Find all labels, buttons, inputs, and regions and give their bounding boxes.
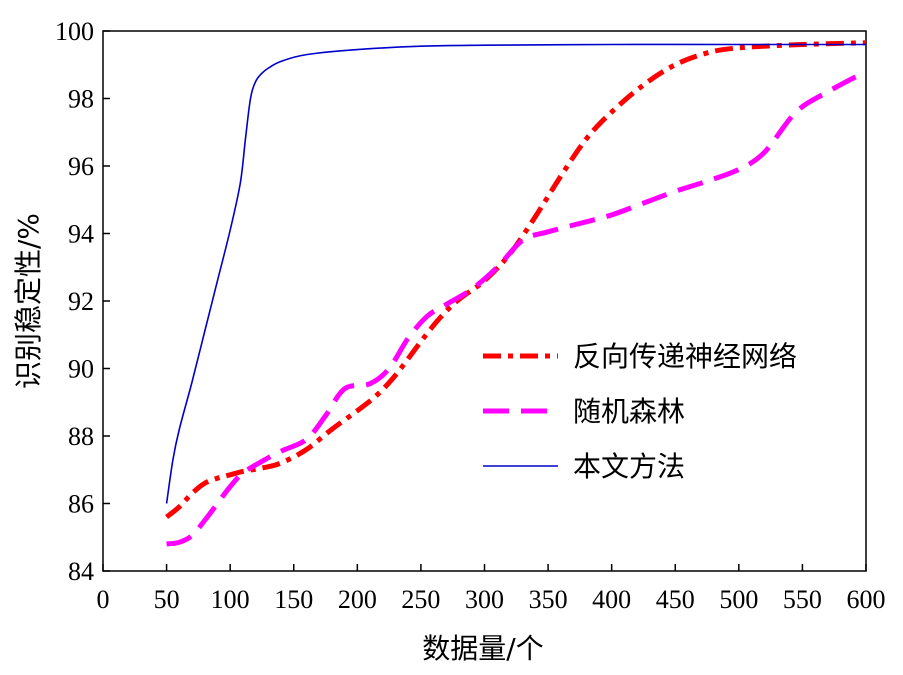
series-line-3 [165,43,866,504]
axes: 0 50 100 150 200 250 300 350 400 450 500 550 600 84 86… [55,17,886,614]
legend-label-2: 随机森林 [573,395,685,428]
plot-frame [102,30,867,572]
x-tick-label: 550 [783,585,822,614]
y-tick-label: 96 [68,152,94,181]
x-axis-title: 数据量/个 [422,632,543,665]
x-tick-label: 250 [401,585,440,614]
y-tick-label: 98 [68,85,94,114]
series-line-2 [166,69,868,547]
x-tick-label: 50 [154,585,180,614]
legend-label-3: 本文方法 [573,450,685,483]
x-tick-label: 450 [656,585,695,614]
x-tick-label: 150 [274,585,313,614]
x-tick-label: 300 [465,585,504,614]
y-tick-label: 88 [68,422,94,451]
x-tick-label: 100 [211,585,250,614]
legend-label-1: 反向传递神经网络 [573,340,797,373]
x-tick-label: 400 [592,585,631,614]
plot-area [102,30,867,572]
y-tick-label: 94 [68,220,94,249]
x-tick-label: 350 [529,585,568,614]
series-layer [165,40,868,547]
x-tick-label: 500 [719,585,758,614]
series-line-1 [165,40,867,519]
x-tick-label: 200 [338,585,377,614]
x-tick-label: 0 [97,585,110,614]
y-tick-label: 100 [55,17,94,46]
x-tick-label: 600 [847,585,886,614]
y-tick-label: 92 [68,287,94,316]
y-tick-label: 84 [68,557,94,586]
y-tick-label: 90 [68,355,94,384]
y-tick-label: 86 [68,490,94,519]
y-axis-title: 识别稳定性/% [12,213,45,389]
